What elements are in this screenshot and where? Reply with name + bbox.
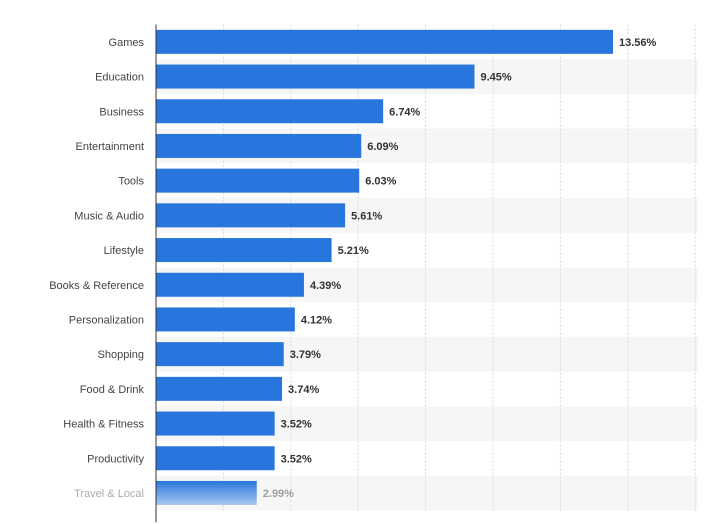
bar[interactable] (156, 272, 304, 297)
bar[interactable] (156, 307, 295, 332)
category-label: Lifestyle (104, 245, 144, 257)
bar[interactable] (156, 99, 384, 124)
category-label: Travel & Local (74, 488, 144, 500)
bars (156, 29, 613, 505)
value-label: 4.12% (301, 314, 332, 326)
category-label: Tools (118, 176, 144, 188)
value-label: 3.52% (281, 419, 312, 431)
bar[interactable] (156, 480, 257, 505)
category-label: Productivity (87, 453, 144, 465)
category-label: Shopping (98, 349, 145, 361)
value-label: 3.74% (288, 384, 319, 396)
value-label: 13.56% (619, 37, 657, 49)
value-labels: 13.56% 9.45% 6.74% 6.09% 6.03% 5.61% 5.21% 4.39… (263, 37, 657, 500)
bar[interactable] (156, 168, 360, 193)
bar[interactable] (156, 203, 346, 228)
value-label: 6.74% (389, 106, 420, 118)
category-label: Health & Fitness (63, 419, 144, 431)
bar[interactable] (156, 411, 275, 436)
category-label: Entertainment (76, 141, 144, 153)
bar[interactable] (156, 446, 275, 471)
category-label: Personalization (69, 314, 144, 326)
value-label: 9.45% (480, 72, 511, 84)
category-label: Music & Audio (74, 210, 144, 222)
bar[interactable] (156, 238, 332, 263)
value-label: 2.99% (263, 488, 294, 500)
category-labels: Games Education Business Entertainment Tools… (49, 37, 144, 500)
value-label: 6.03% (365, 176, 396, 188)
category-label: Business (99, 106, 144, 118)
value-label: 3.52% (281, 453, 312, 465)
bar[interactable] (156, 29, 613, 54)
bar[interactable] (156, 133, 362, 158)
bar[interactable] (156, 342, 284, 367)
value-label: 5.21% (338, 245, 369, 257)
category-label: Education (95, 72, 144, 84)
value-label: 3.79% (290, 349, 321, 361)
value-label: 6.09% (367, 141, 398, 153)
bar[interactable] (156, 64, 475, 89)
value-label: 4.39% (310, 280, 341, 292)
bar[interactable] (156, 376, 283, 401)
value-label: 5.61% (351, 210, 382, 222)
category-label: Books & Reference (49, 280, 144, 292)
category-label: Games (109, 37, 145, 49)
category-label: Food & Drink (80, 384, 145, 396)
